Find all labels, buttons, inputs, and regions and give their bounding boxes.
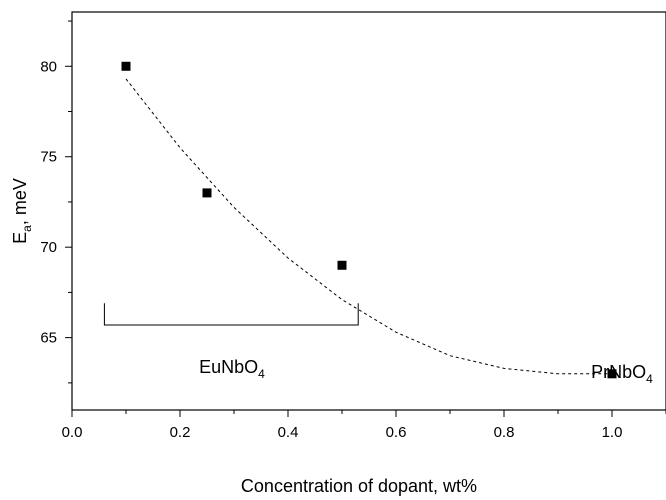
eunbo4-label: EuNbO4	[199, 357, 265, 381]
data-points	[121, 61, 617, 379]
x-tick-label: 0.4	[278, 424, 299, 441]
fit-curve	[125, 78, 612, 375]
plot-frame	[71, 11, 666, 411]
x-axis-ticks: 0.0 0.2 0.4 0.6 0.8 1.0	[62, 410, 666, 441]
y-tick-label: 75	[40, 149, 57, 166]
data-point	[337, 260, 347, 270]
data-point	[202, 188, 212, 198]
data-point	[607, 369, 617, 379]
y-axis-ticks: 65 70 75 80	[40, 20, 72, 384]
y-tick-label: 70	[40, 239, 57, 256]
x-axis-label: Concentration of dopant, wt%	[241, 476, 477, 496]
prnbo4-label: PrNbO4	[591, 362, 653, 386]
x-tick-label: 0.8	[494, 424, 515, 441]
x-tick-label: 0.2	[170, 424, 191, 441]
y-axis-label: Ea, meV	[10, 178, 34, 244]
data-point	[121, 61, 131, 71]
y-tick-label: 80	[40, 58, 57, 75]
x-tick-label: 0.6	[386, 424, 407, 441]
x-tick-label: 1.0	[602, 424, 623, 441]
eunbo4-bracket	[103, 303, 359, 326]
x-tick-label: 0.0	[62, 424, 83, 441]
y-tick-label: 65	[40, 330, 57, 347]
